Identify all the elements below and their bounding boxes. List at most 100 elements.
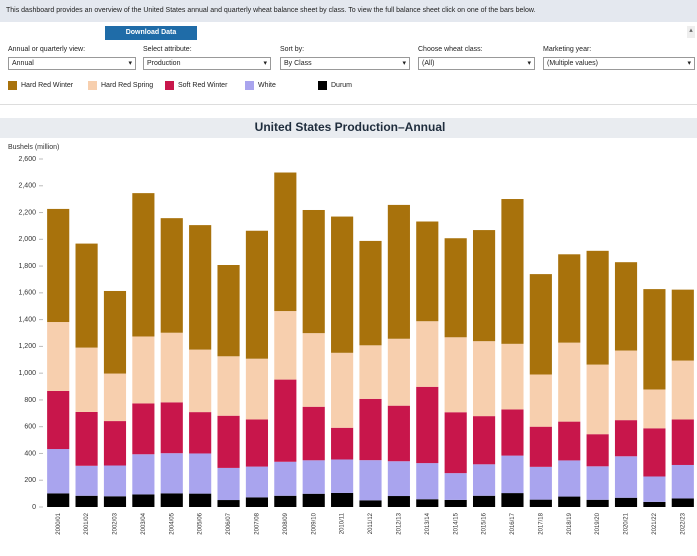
x-tick-label: 2012/13 xyxy=(396,512,402,534)
bar-segment xyxy=(501,455,524,494)
bar-segment xyxy=(160,493,183,507)
bar-segment xyxy=(387,496,410,507)
bar-segment xyxy=(189,225,212,350)
bar-segment xyxy=(586,499,609,507)
chart-title: United States Production–Annual xyxy=(255,120,446,134)
bar-segment xyxy=(359,500,382,507)
y-axis-label: Bushels (million) xyxy=(8,144,59,151)
bar-segment xyxy=(614,262,638,351)
bar-segment xyxy=(160,332,183,403)
bar-segment xyxy=(529,374,552,427)
dropdown[interactable]: Annual xyxy=(8,57,136,70)
legend-swatch xyxy=(8,80,17,90)
bar-segment xyxy=(47,208,70,323)
bar-segment xyxy=(529,274,552,375)
legend-item: Soft Red Winter xyxy=(165,80,227,92)
bar-segment xyxy=(132,193,155,337)
legend-swatch xyxy=(165,80,174,90)
x-tick-label: 2014/15 xyxy=(453,512,459,534)
control-label: Sort by: xyxy=(280,46,305,53)
bar-segment xyxy=(416,499,439,507)
bar-segment xyxy=(444,473,467,500)
bar-segment xyxy=(189,349,212,413)
bar-segment xyxy=(643,476,666,502)
x-tick-label: 2011/12 xyxy=(368,512,374,534)
bar-segment xyxy=(245,466,269,498)
y-tick-label: 2,600 xyxy=(18,156,36,163)
scroll-button[interactable]: ▴ xyxy=(687,26,695,38)
bar-segment xyxy=(47,322,70,391)
dropdown[interactable]: Production xyxy=(143,57,271,70)
download-button[interactable]: Download Data xyxy=(105,26,197,40)
bar-segment xyxy=(387,338,410,406)
bar-segment xyxy=(614,456,638,498)
bar-segment xyxy=(529,499,552,507)
x-tick-label: 2006/07 xyxy=(226,512,232,534)
bar-segment xyxy=(47,449,70,494)
bar-segment xyxy=(160,402,183,454)
bar-segment xyxy=(302,493,325,507)
legend-item: Hard Red Winter xyxy=(8,80,73,92)
control-label: Select attribute: xyxy=(143,46,192,53)
x-tick-label: 2016/17 xyxy=(510,512,516,534)
x-tick-label: 2015/16 xyxy=(482,512,488,534)
x-tick-label: 2013/14 xyxy=(425,512,431,534)
bar-segment xyxy=(472,341,496,417)
control: Sort by: By Class xyxy=(280,46,410,70)
bar-segment xyxy=(132,403,155,455)
x-tick-label: 2003/04 xyxy=(141,512,147,534)
dropdown[interactable]: (Multiple values) xyxy=(543,57,695,70)
bar-segment xyxy=(671,360,694,420)
legend-swatch xyxy=(88,80,97,90)
bar-segment xyxy=(586,250,609,365)
control: Marketing year: (Multiple values) xyxy=(543,46,695,70)
bar-segment xyxy=(444,337,467,413)
control-label: Choose wheat class: xyxy=(418,46,483,53)
bar-segment xyxy=(558,460,581,497)
bar-segment xyxy=(501,493,524,507)
bar-segment xyxy=(217,356,240,416)
bar-segment xyxy=(501,409,524,456)
bar-segment xyxy=(331,492,354,507)
x-tick-label: 2005/06 xyxy=(198,512,204,534)
legend-label: Hard Red Spring xyxy=(101,82,154,89)
bar-segment xyxy=(189,453,212,494)
bar-segment xyxy=(643,289,666,390)
x-tick-label: 2001/02 xyxy=(84,512,90,534)
bar-segment xyxy=(274,461,297,496)
bar-segment xyxy=(501,199,524,344)
bar-segment xyxy=(75,465,98,496)
y-tick-label: 1,400 xyxy=(18,316,36,323)
control: Annual or quarterly view: Annual xyxy=(8,46,136,70)
bar-segment xyxy=(75,243,98,348)
dropdown[interactable]: By Class xyxy=(280,57,410,70)
bar-segment xyxy=(671,419,694,465)
bar-segment xyxy=(387,461,410,497)
bar-segment xyxy=(274,495,297,507)
bar-segment xyxy=(75,411,98,466)
bar-segment xyxy=(643,428,666,477)
y-tick-label: 2,400 xyxy=(18,183,36,190)
bar-segment xyxy=(189,493,212,507)
dropdown[interactable]: (All) xyxy=(418,57,535,70)
legend-label: Soft Red Winter xyxy=(178,82,228,89)
bar-segment xyxy=(444,499,467,507)
bar-segment xyxy=(217,500,240,507)
y-tick-label: 1,800 xyxy=(18,263,36,270)
separator xyxy=(0,104,697,105)
bar-segment xyxy=(472,495,496,507)
bar-segment xyxy=(671,289,694,361)
legend-item: Hard Red Spring xyxy=(88,80,153,92)
bar-segment xyxy=(529,426,552,467)
bar-segment xyxy=(671,498,694,507)
x-tick-label: 2021/22 xyxy=(652,512,658,534)
bar-segment xyxy=(189,412,212,454)
bar-segment xyxy=(472,230,496,342)
bar-segment xyxy=(302,460,325,494)
y-tick-label: 1,600 xyxy=(18,290,36,297)
y-tick-label: 1,200 xyxy=(18,343,36,350)
bar-segment xyxy=(643,389,666,429)
bar-segment xyxy=(643,501,666,507)
control: Select attribute: Production xyxy=(143,46,271,70)
bar-segment xyxy=(331,352,354,428)
